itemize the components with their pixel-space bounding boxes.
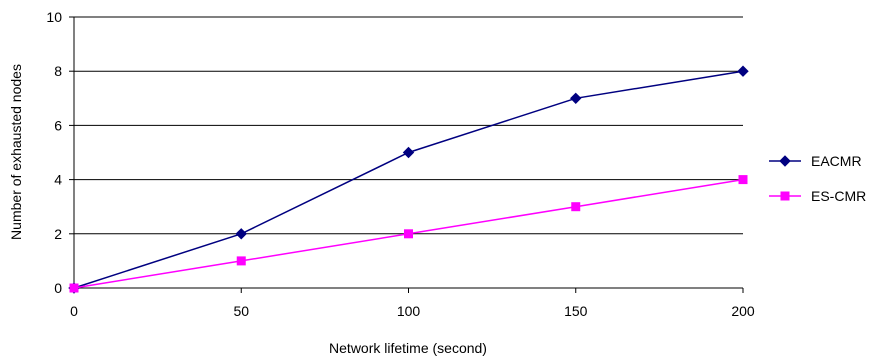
y-tick-label: 2 <box>54 226 62 242</box>
x-tick-label: 150 <box>564 303 588 319</box>
data-point <box>69 283 79 293</box>
y-tick-label: 8 <box>54 63 62 79</box>
data-point <box>402 146 415 159</box>
y-tick-label: 0 <box>54 280 62 296</box>
data-point <box>235 228 247 240</box>
x-tick-label: 100 <box>397 303 421 319</box>
data-point <box>571 202 581 212</box>
data-point <box>236 256 246 266</box>
x-axis-title: Network lifetime (second) <box>329 340 487 356</box>
x-tick-label: 200 <box>731 303 755 319</box>
data-point <box>404 229 413 239</box>
legend-label: EACMR <box>811 153 862 169</box>
grid-lines <box>74 16 743 235</box>
y-axis-title: Number of exhausted nodes <box>8 64 24 240</box>
legend-marker <box>780 191 790 201</box>
legend-marker <box>779 155 791 167</box>
legend-item-es-cmr: ES-CMR <box>769 188 866 204</box>
series-eacmr <box>68 65 749 294</box>
data-point <box>737 65 749 77</box>
series <box>68 65 749 294</box>
legend-item-eacmr: EACMR <box>769 153 862 169</box>
data-point <box>738 175 748 185</box>
legend: EACMR ES-CMR <box>769 153 866 204</box>
x-tick-label: 0 <box>70 303 78 319</box>
legend-label: ES-CMR <box>811 188 866 204</box>
y-tick-label: 10 <box>46 9 62 25</box>
data-point <box>570 92 582 105</box>
x-tick-label: 50 <box>233 303 249 319</box>
series-es-cmr <box>69 175 748 293</box>
y-tick-label: 4 <box>54 172 62 188</box>
y-tick-label: 6 <box>54 117 62 133</box>
